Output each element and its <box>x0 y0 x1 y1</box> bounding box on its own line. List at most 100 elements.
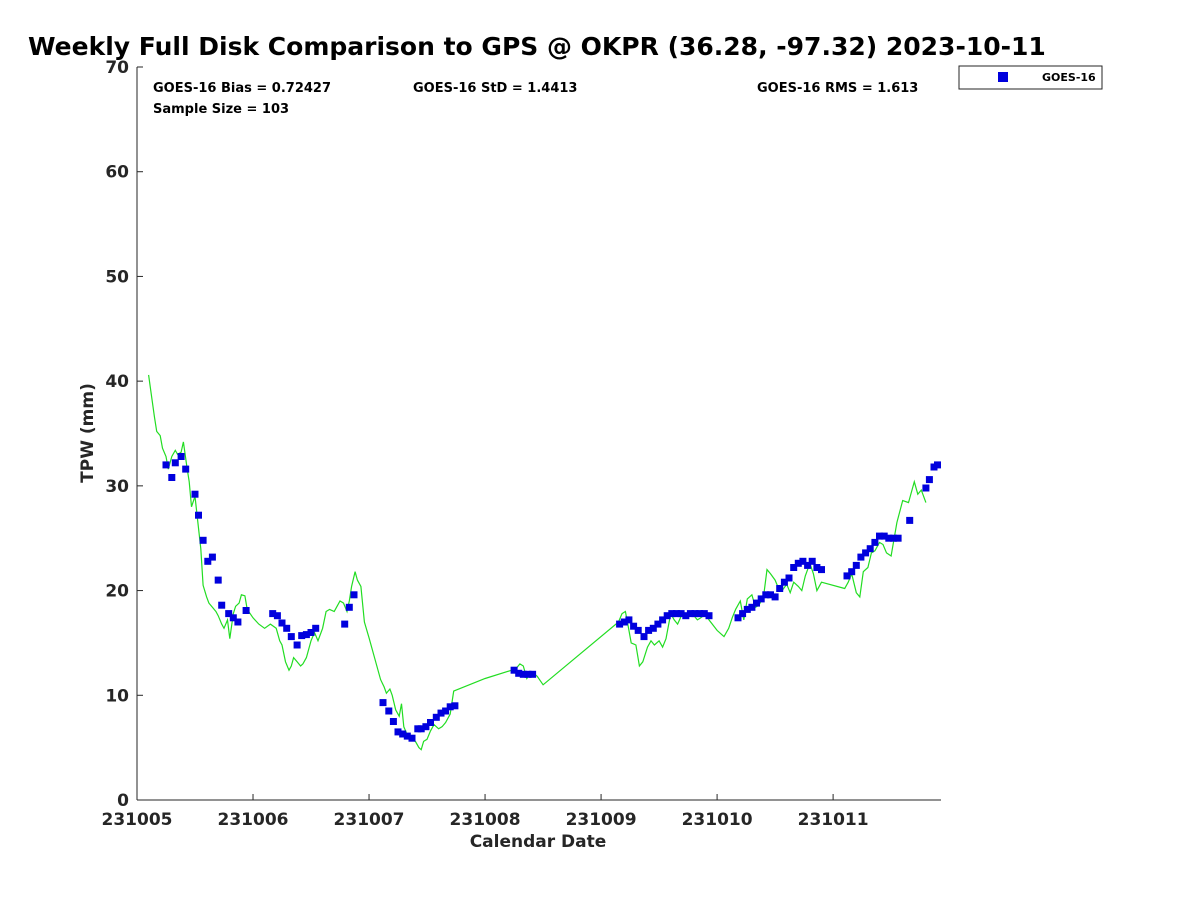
chart-title: Weekly Full Disk Comparison to GPS @ OKP… <box>28 32 1046 61</box>
goes16-point <box>399 730 407 738</box>
goes16-point <box>437 709 445 717</box>
goes16-point <box>218 601 226 609</box>
goes16-point <box>177 453 185 460</box>
goes16-point <box>394 728 402 736</box>
goes16-point <box>880 532 888 540</box>
goes16-point <box>283 624 291 632</box>
goes16-point <box>682 612 690 620</box>
goes16-point <box>871 538 879 546</box>
goes16-point <box>529 670 537 678</box>
goes16-point <box>757 595 765 603</box>
goes16-point <box>312 624 320 632</box>
goes16-point <box>857 553 865 561</box>
goes16-point <box>866 545 874 553</box>
goes16-point <box>510 666 518 674</box>
goes16-point <box>214 576 222 584</box>
y-ticks: 0 10 20 30 40 50 60 70 <box>105 58 143 811</box>
y-axis-label: TPW (mm) <box>78 383 98 483</box>
goes16-point <box>293 641 301 649</box>
goes16-point <box>630 622 638 630</box>
y-tick-label: 20 <box>105 582 129 602</box>
goes-points-layer <box>162 453 941 742</box>
y-tick-label: 10 <box>105 686 129 706</box>
goes16-point <box>620 618 628 626</box>
goes16-point <box>659 616 667 624</box>
legend-label: GOES-16 <box>1042 71 1096 84</box>
goes16-point <box>345 603 353 611</box>
y-tick-label: 30 <box>105 477 129 497</box>
goes16-point <box>195 511 202 519</box>
goes16-point <box>654 620 662 628</box>
goes16-point <box>663 612 671 620</box>
goes16-point <box>767 591 774 599</box>
goes16-point <box>298 632 306 640</box>
bias-stat: GOES-16 Bias = 0.72427 <box>153 81 331 96</box>
goes16-point <box>634 626 642 634</box>
y-tick-label: 70 <box>105 58 129 78</box>
goes16-point <box>191 490 199 498</box>
goes16-point <box>199 536 207 544</box>
goes16-point <box>743 605 751 613</box>
goes16-point <box>686 610 694 618</box>
goes16-point <box>762 591 770 599</box>
x-ticks: 231005 231006 231007 231008 231009 231010 2310… <box>102 794 869 830</box>
x-tick-label: 231010 <box>682 810 753 830</box>
goes16-point <box>808 557 816 565</box>
goes16-point <box>640 633 648 641</box>
goes16-point <box>616 620 624 628</box>
goes16-point <box>785 574 793 582</box>
goes16-point <box>341 620 349 628</box>
goes16-point <box>625 616 633 624</box>
goes16-point <box>208 553 216 561</box>
goes16-point <box>925 476 933 484</box>
goes16-point <box>273 612 281 620</box>
goes16-point <box>302 631 310 639</box>
goes16-point <box>934 461 941 469</box>
y-tick-label: 50 <box>105 267 129 287</box>
goes16-point <box>705 612 713 620</box>
goes16-point <box>753 599 760 607</box>
goes16-point <box>776 585 784 592</box>
goes16-point <box>515 669 523 677</box>
y-tick-label: 0 <box>117 791 129 811</box>
goes16-point <box>734 614 742 622</box>
x-tick-label: 231008 <box>450 810 521 830</box>
x-tick-label: 231009 <box>566 810 637 830</box>
y-tick-label: 60 <box>105 163 129 183</box>
sample-size-stat: Sample Size = 103 <box>153 102 289 117</box>
goes16-point <box>700 610 708 618</box>
goes16-point <box>287 633 295 641</box>
goes16-point <box>229 614 237 622</box>
goes16-point <box>204 557 212 565</box>
goes16-point <box>451 702 459 710</box>
legend-box <box>958 65 1103 90</box>
goes16-point <box>350 591 358 599</box>
goes16-point <box>379 699 387 707</box>
goes16-point <box>906 516 914 524</box>
goes16-point <box>771 593 779 601</box>
x-tick-label: 231005 <box>102 810 173 830</box>
goes16-point <box>696 610 704 618</box>
goes16-point <box>790 564 798 571</box>
goes16-point <box>804 561 812 569</box>
plot-area: 0 10 20 30 40 50 60 70 231005 231006 231007 231008… <box>102 58 941 830</box>
goes16-point <box>417 725 425 733</box>
goes16-point <box>876 532 883 540</box>
x-tick-label: 231006 <box>218 810 289 830</box>
goes16-point <box>799 557 807 565</box>
goes16-point <box>168 474 176 481</box>
goes16-point <box>668 610 676 618</box>
goes16-point <box>889 534 897 542</box>
goes16-point <box>225 610 233 618</box>
goes16-point <box>677 610 685 618</box>
goes16-point <box>813 564 821 571</box>
goes16-point <box>848 568 856 576</box>
goes16-point <box>885 534 893 542</box>
x-tick-label: 231011 <box>798 810 869 830</box>
goes16-point <box>748 603 756 611</box>
goes16-point <box>442 707 450 715</box>
goes16-point <box>432 713 440 721</box>
x-tick-label: 231007 <box>334 810 405 830</box>
goes16-point <box>852 561 860 569</box>
